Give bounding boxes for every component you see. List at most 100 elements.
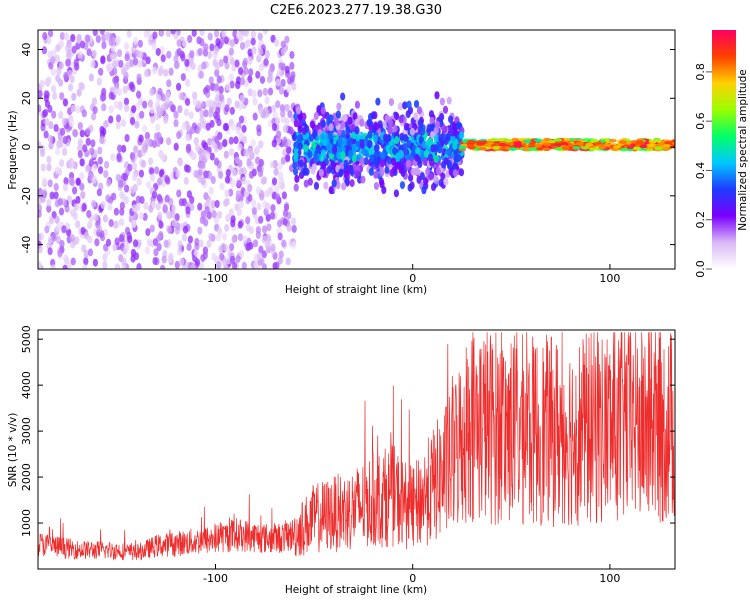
heatmap-cell	[147, 157, 154, 166]
heatmap-cell	[225, 168, 231, 177]
heatmap-cell	[66, 58, 72, 67]
heatmap-cell	[379, 159, 385, 168]
heatmap-cell	[280, 156, 286, 165]
heatmap-cell	[229, 255, 236, 264]
heatmap-cell	[425, 139, 432, 148]
heatmap-cell	[59, 239, 65, 248]
heatmap-cell	[165, 90, 171, 99]
heatmap-cell	[145, 56, 151, 65]
heatmap-cell	[304, 167, 310, 176]
heatmap-cell	[213, 216, 219, 225]
heatmap-cell	[102, 214, 109, 223]
heatmap-cell	[262, 30, 269, 35]
heatmap-cell	[280, 47, 286, 56]
heatmap-cell	[373, 144, 379, 153]
heatmap-cell	[387, 126, 393, 135]
heatmap-cell	[67, 69, 73, 78]
heatmap-cell	[138, 50, 144, 59]
heatmap-cell	[111, 192, 117, 201]
heatmap-cell	[216, 260, 222, 269]
heatmap-cell	[120, 119, 127, 128]
snr-x-ticks: -100 0 100	[203, 564, 620, 585]
colorbar-tick-label: 0.8	[694, 63, 707, 81]
heatmap-cell	[440, 160, 447, 169]
heatmap-cell	[38, 90, 43, 99]
heatmap-cell	[255, 145, 261, 154]
heatmap-cell	[230, 122, 236, 131]
heatmap-cell	[87, 248, 94, 257]
heatmap-cell	[332, 136, 338, 145]
heatmap-cell	[416, 106, 423, 115]
heatmap-cell	[133, 36, 139, 45]
heatmap-cell	[137, 39, 143, 48]
heatmap-cell	[152, 31, 158, 40]
heatmap-cell	[64, 204, 70, 213]
heatmap-cell	[355, 133, 361, 142]
heatmap-cell	[270, 204, 276, 213]
heatmap-cell	[156, 243, 162, 252]
heatmap-cell	[598, 145, 607, 150]
heatmap-cell	[224, 197, 230, 206]
heatmap-cell	[80, 190, 86, 199]
heatmap-cell	[377, 120, 383, 129]
heatmap-cell	[663, 143, 672, 148]
heatmap-cell	[331, 179, 337, 188]
heatmap-cell	[207, 32, 213, 41]
heatmap-cell	[343, 159, 349, 168]
heatmap-cell	[81, 203, 87, 212]
heatmap-cell	[106, 178, 112, 187]
heatmap-cell	[196, 36, 202, 45]
heatmap-cell	[99, 30, 105, 35]
heatmap-cell	[369, 154, 375, 163]
heatmap-cell	[116, 88, 122, 97]
heatmap-cell	[389, 169, 395, 178]
heatmap-cell	[655, 143, 664, 147]
heatmap-cell	[370, 111, 376, 120]
heatmap-cell	[116, 154, 122, 163]
heatmap-cell	[243, 66, 249, 75]
heatmap-cell	[280, 78, 286, 87]
y-tick-label: 5000	[20, 325, 33, 353]
heatmap-cell	[84, 164, 91, 173]
heatmap-cell	[409, 127, 415, 136]
heatmap-cell	[61, 198, 67, 207]
heatmap-cell	[66, 43, 73, 52]
heatmap-cell	[56, 66, 62, 75]
heatmap-cell	[223, 36, 229, 45]
x-tick-label: 100	[599, 572, 620, 585]
heatmap-cell	[359, 157, 365, 166]
heatmap-cell	[101, 41, 107, 50]
heatmap-cell	[162, 204, 168, 213]
heatmap-cell	[96, 224, 102, 233]
heatmap-cell	[186, 190, 192, 199]
heatmap-cell	[290, 71, 296, 80]
heatmap-cell	[189, 202, 195, 211]
heatmap-cell	[270, 243, 276, 252]
heatmap-cell	[281, 191, 287, 200]
heatmap-cell	[97, 146, 103, 155]
heatmap-cell	[142, 100, 148, 109]
heatmap-cell	[626, 145, 635, 150]
heatmap-cell	[131, 162, 137, 171]
heatmap-cell	[54, 54, 60, 63]
heatmap-cell	[271, 177, 278, 186]
heatmap-cell	[608, 138, 617, 143]
heatmap-cell	[122, 85, 128, 94]
heatmap-cell	[478, 146, 487, 151]
heatmap-cell	[342, 138, 348, 147]
heatmap-cell	[415, 147, 421, 156]
heatmap-cell	[79, 158, 85, 167]
heatmap-cell	[229, 80, 235, 89]
heatmap-cell	[229, 243, 235, 252]
heatmap-cell	[117, 180, 124, 189]
heatmap-cell	[452, 169, 458, 178]
heatmap-cell	[205, 122, 211, 131]
heatmap-cell	[231, 168, 237, 177]
heatmap-cell	[171, 218, 178, 227]
heatmap-cell	[143, 69, 149, 78]
heatmap-cell	[635, 140, 644, 144]
heatmap-cell	[79, 182, 85, 191]
heatmap-cell	[157, 177, 163, 186]
colorbar-label: Normalized spectral amplitude	[737, 69, 749, 230]
heatmap-cell	[554, 138, 563, 142]
